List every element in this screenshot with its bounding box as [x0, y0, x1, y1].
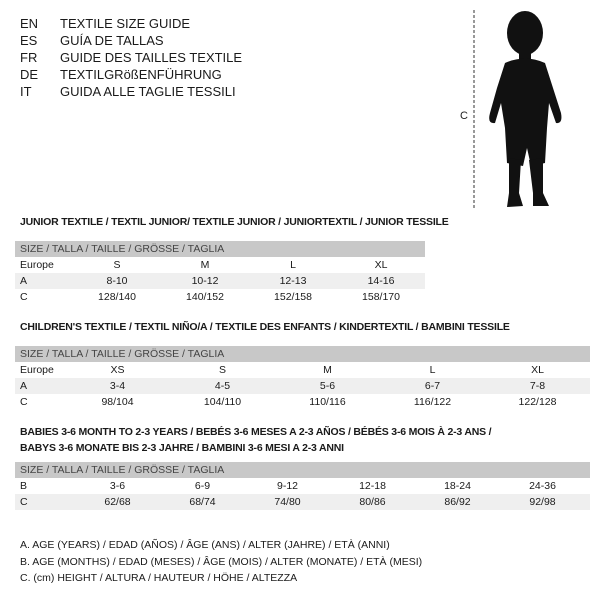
table-row: Europe S M L XL — [15, 257, 425, 273]
table-cell: 12-13 — [279, 275, 307, 287]
table-cell: 98/104 — [101, 396, 134, 408]
table-cell: 128/140 — [98, 291, 136, 303]
row-label: C — [20, 396, 28, 408]
table-cell: 110/116 — [309, 396, 346, 408]
table-cell: 104/110 — [203, 396, 242, 408]
children-section-title: CHILDREN'S TEXTILE / TEXTIL NIÑO/A / TEX… — [20, 321, 510, 333]
table-cell: 68/74 — [189, 496, 216, 508]
row-label: Europe — [20, 364, 54, 376]
table-cell: 4-5 — [214, 380, 231, 392]
lang-title: GUÍA DE TALLAS — [60, 33, 164, 48]
table-cell: 3-6 — [109, 480, 126, 492]
table-cell: L — [429, 364, 436, 376]
table-cell: 152/158 — [274, 291, 312, 303]
row-label: B — [20, 480, 28, 492]
legend-item-a: A. AGE (YEARS) / EDAD (AÑOS) / ÂGE (ANS)… — [20, 539, 390, 551]
lang-code: DE — [20, 67, 39, 82]
children-size-table: SIZE / TALLA / TAILLE / GRÖSSE / TAGLIA … — [15, 346, 590, 410]
table-cell: 3-4 — [109, 380, 126, 392]
lang-title: GUIDE DES TAILLES TEXTILE — [60, 50, 243, 65]
height-label: C — [460, 110, 468, 122]
lang-code: FR — [20, 50, 38, 65]
row-label: C — [20, 291, 28, 303]
table-cell: 9-12 — [276, 480, 298, 492]
table-cell: 8-10 — [106, 275, 128, 287]
table-header: SIZE / TALLA / TAILLE / GRÖSSE / TAGLIA — [15, 241, 425, 257]
table-cell: 14-16 — [367, 275, 395, 287]
row-label: C — [20, 496, 28, 508]
table-cell: 7-8 — [529, 380, 546, 392]
table-cell: 18-24 — [444, 480, 471, 492]
table-cell: 86/92 — [444, 496, 471, 508]
table-cell: 80/86 — [359, 496, 386, 508]
junior-section-title: JUNIOR TEXTILE / TEXTIL JUNIOR/ TEXTILE … — [20, 216, 449, 228]
legend-item-c: C. (cm) HEIGHT / ALTURA / HAUTEUR / HÖHE… — [20, 572, 298, 584]
table-row: C 98/104 104/110 110/116 116/122 122/128 — [15, 394, 590, 410]
table-header: SIZE / TALLA / TAILLE / GRÖSSE / TAGLIA — [15, 346, 590, 362]
babies-section-title-line1: BABIES 3-6 MONTH TO 2-3 YEARS / BEBÉS 3-… — [20, 426, 492, 438]
lang-title: TEXTILGRößENFÜHRUNG — [60, 67, 222, 82]
table-cell: 10-12 — [191, 275, 219, 287]
table-cell: 62/68 — [104, 496, 131, 508]
row-label: A — [20, 275, 28, 287]
table-cell: XL — [374, 259, 388, 271]
table-row: Europe XS S M L XL — [15, 362, 590, 378]
table-cell: M — [323, 364, 332, 376]
table-cell: 5-6 — [319, 380, 336, 392]
babies-section-title-line2: BABYS 3-6 MONATE BIS 2-3 JAHRE / BAMBINI… — [20, 442, 344, 454]
row-label: A — [20, 380, 28, 392]
row-label: Europe — [20, 259, 54, 271]
lang-title: GUIDA ALLE TAGLIE TESSILI — [60, 84, 236, 99]
table-cell: S — [113, 259, 121, 271]
lang-code: ES — [20, 33, 38, 48]
child-height-figure: C — [455, 8, 595, 213]
table-row: B 3-6 6-9 9-12 12-18 18-24 24-36 — [15, 478, 590, 494]
table-row: C 128/140 140/152 152/158 158/170 — [15, 289, 425, 305]
table-cell: XS — [110, 364, 125, 376]
table-header: SIZE / TALLA / TAILLE / GRÖSSE / TAGLIA — [15, 462, 590, 478]
child-silhouette-icon — [489, 11, 562, 207]
table-cell: 122/128 — [518, 396, 557, 408]
table-cell: 140/152 — [186, 291, 224, 303]
babies-size-table: SIZE / TALLA / TAILLE / GRÖSSE / TAGLIA … — [15, 462, 590, 510]
table-cell: XL — [531, 364, 544, 376]
lang-code: EN — [20, 16, 39, 31]
table-cell: 74/80 — [274, 496, 301, 508]
lang-title: TEXTILE SIZE GUIDE — [60, 16, 191, 31]
table-cell: 6-9 — [194, 480, 211, 492]
junior-size-table: SIZE / TALLA / TAILLE / GRÖSSE / TAGLIA … — [15, 241, 425, 305]
table-cell: L — [290, 259, 296, 271]
table-row: A 3-4 4-5 5-6 6-7 7-8 — [15, 378, 590, 394]
table-cell: 116/122 — [413, 396, 452, 408]
table-row: A 8-10 10-12 12-13 14-16 — [15, 273, 425, 289]
legend-item-b: B. AGE (MONTHS) / EDAD (MESES) / ÂGE (MO… — [20, 555, 423, 568]
table-cell: 158/170 — [362, 291, 400, 303]
table-cell: M — [200, 259, 210, 271]
table-cell: S — [218, 364, 226, 376]
table-row: C 62/68 68/74 74/80 80/86 86/92 92/98 — [15, 494, 590, 510]
table-cell: 92/98 — [529, 496, 556, 508]
legend: A. AGE (YEARS) / EDAD (AÑOS) / ÂGE (ANS)… — [20, 537, 422, 587]
table-cell: 12-18 — [359, 480, 386, 492]
table-cell: 24-36 — [529, 480, 556, 492]
table-cell: 6-7 — [424, 380, 441, 392]
lang-code: IT — [20, 84, 32, 99]
